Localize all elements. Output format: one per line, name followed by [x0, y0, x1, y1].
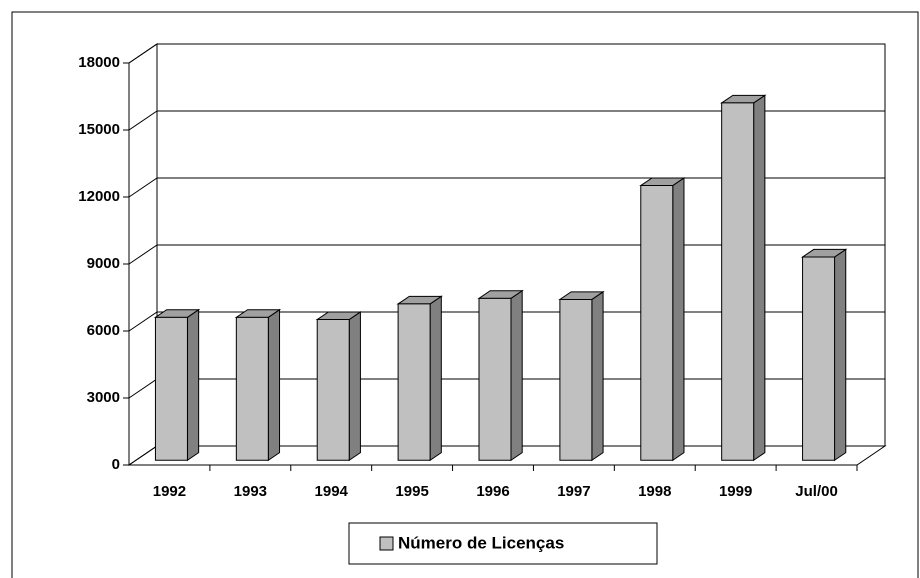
bar-front — [154, 316, 188, 461]
bar — [558, 290, 605, 462]
bar — [234, 308, 282, 462]
x-tick-label: Jul/00 — [795, 483, 838, 500]
bar-side — [186, 308, 200, 462]
y-tick-label: 15000 — [78, 121, 120, 138]
bar — [396, 295, 443, 462]
y-tick-label: 3000 — [87, 389, 120, 406]
bar-side — [753, 94, 766, 462]
y-tick-label: 0 — [112, 456, 120, 473]
chart-border — [11, 11, 919, 578]
bar-side — [429, 295, 442, 462]
x-tick-label: 1995 — [395, 483, 428, 500]
bar-front — [559, 298, 593, 461]
bar-front — [802, 256, 836, 461]
bar-front — [640, 185, 674, 461]
y-tick-label: 9000 — [87, 255, 120, 272]
bar — [153, 308, 201, 462]
legend-box — [348, 522, 658, 565]
legend-swatch — [379, 536, 394, 551]
bar-side — [348, 311, 361, 462]
x-tick-label: 1992 — [153, 483, 186, 500]
bar — [315, 311, 363, 462]
x-tick-label: 1999 — [719, 483, 752, 500]
x-tick-label: 1994 — [315, 483, 349, 500]
bar-front — [397, 303, 431, 461]
bar — [639, 177, 686, 462]
bar — [477, 289, 524, 462]
grid-line — [128, 43, 885, 64]
y-tick-label: 18000 — [78, 54, 120, 71]
y-tick-label: 12000 — [78, 188, 120, 205]
x-tick-label: 1998 — [638, 483, 671, 500]
x-tick-label: 1993 — [234, 483, 267, 500]
bar-front — [478, 297, 512, 461]
x-tick-label: 1996 — [476, 483, 509, 500]
grid-line — [128, 177, 885, 198]
y-tick-label: 6000 — [87, 322, 120, 339]
x-tick-label: 1997 — [557, 483, 590, 500]
legend: Número de Licenças — [348, 522, 658, 565]
bar — [800, 248, 848, 462]
bar-front — [235, 316, 269, 461]
legend-label: Número de Licenças — [398, 533, 564, 552]
bar-side — [510, 289, 523, 462]
grid-line — [128, 110, 885, 131]
bar-side — [672, 177, 685, 462]
bar-side — [834, 248, 847, 462]
bar — [720, 94, 767, 462]
bar-front — [721, 102, 755, 461]
bar-front — [316, 319, 350, 461]
bar-side — [267, 308, 281, 462]
bar-side — [591, 290, 604, 462]
